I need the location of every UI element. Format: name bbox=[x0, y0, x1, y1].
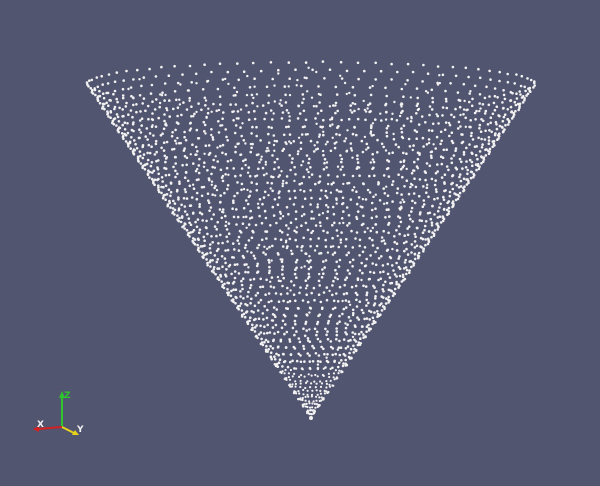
x-axis-line bbox=[37, 426, 63, 430]
x-axis-arrow-icon bbox=[33, 426, 39, 432]
y-axis-label: Y bbox=[76, 425, 84, 435]
y-axis-line bbox=[61, 426, 75, 434]
orientation-axes-widget: Z X Y bbox=[33, 391, 84, 435]
x-axis-label: X bbox=[37, 420, 44, 430]
y-axis-arrow-icon bbox=[72, 430, 79, 435]
z-axis-label: Z bbox=[64, 391, 71, 401]
z-axis-arrow-icon bbox=[59, 391, 65, 398]
